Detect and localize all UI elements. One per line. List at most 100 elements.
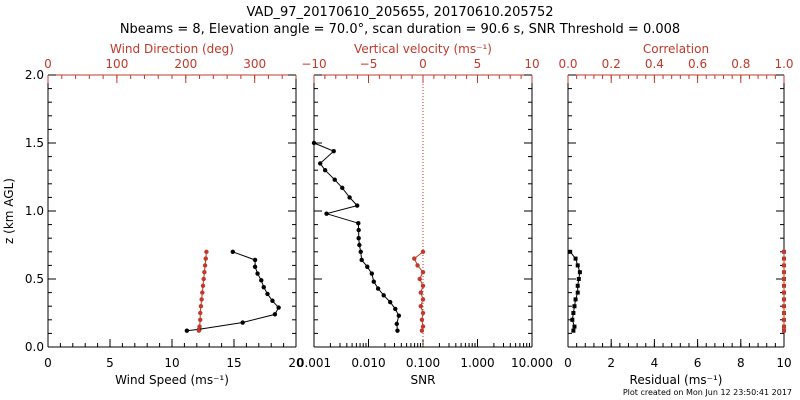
right-x-tick-label: 8 (737, 356, 745, 370)
middle-x-tick-label: 10.000 (511, 356, 553, 370)
right-series-top-point (782, 263, 786, 268)
middle-series-top-point (415, 263, 420, 268)
chart-panels: 0.00.51.01.52.0z (km AGL)0 5 10 15 200 100 200… (2, 42, 794, 387)
right-series-bottom-point (571, 311, 576, 315)
right-series-top-point (782, 304, 786, 309)
middle-x-top-tick-label: 5 (474, 57, 482, 71)
right-series-top-point (782, 311, 786, 315)
right-series-bottom-point (570, 317, 575, 322)
middle-series-top-point (419, 328, 425, 333)
left-series-bottom-point (261, 284, 266, 290)
right-series-bottom-point (575, 263, 580, 268)
y-tick-label: 2.0 (25, 68, 44, 82)
middle-series-top-point (420, 297, 426, 302)
right-series-top-point (782, 317, 786, 322)
left-series-bottom-point (252, 257, 258, 263)
right-series-top-point (782, 249, 786, 254)
left-series-bottom-point (255, 271, 260, 276)
left-x-tick-label: 20 (288, 356, 303, 370)
left-series-top-point (201, 276, 206, 282)
middle-series-bottom-point (331, 148, 336, 154)
right-x-top-tick-label: 0.2 (602, 57, 621, 71)
left-series-bottom-point (240, 320, 245, 325)
right-series-top-point (782, 290, 786, 295)
middle-series-top-point (420, 283, 426, 288)
middle-series-top-point (420, 249, 426, 254)
left-series-top-point (198, 310, 203, 316)
middle-x-axis-label: SNR (411, 373, 436, 387)
left-series-top-point (203, 256, 208, 261)
left-series-top-point (198, 317, 203, 322)
right-x-tick-label: 10 (776, 356, 791, 370)
middle-series-bottom-point (387, 299, 393, 305)
y-axis-label: z (km AGL) (2, 178, 16, 244)
right-x-top-tick-label: 0.4 (645, 57, 664, 71)
left-series-top-point (204, 249, 209, 254)
left-series-top-point (200, 283, 206, 288)
left-x-top-tick-label: 100 (105, 57, 128, 71)
middle-series-bottom-point (340, 185, 345, 191)
right-x-tick-label: 0 (564, 356, 572, 370)
right-series-top-point (782, 270, 786, 275)
middle-series-bottom-point (359, 257, 364, 263)
middle-series-top-point (418, 290, 424, 295)
right-x-top-tick-label: 0.6 (688, 57, 707, 71)
right-x-axis-label: Residual (ms⁻¹) (630, 373, 723, 387)
y-tick-label: 0.5 (25, 272, 44, 286)
right-x-top-tick-label: 1.0 (774, 57, 793, 71)
right-series-bottom-point (575, 283, 580, 288)
middle-series-bottom-point (381, 293, 386, 298)
middle-series-bottom-point (375, 286, 381, 291)
middle-series-bottom-point (354, 203, 360, 208)
plot-footnote: Plot created on Mon Jun 12 23:50:41 2017 (623, 388, 792, 397)
right-series-bottom-point (575, 290, 580, 295)
left-series-bottom-point (230, 249, 235, 254)
left-series-top-point (199, 297, 204, 302)
middle-series-bottom-point (356, 221, 361, 226)
right-x-tick-label: 6 (694, 356, 702, 370)
middle-series-bottom-point (318, 161, 323, 166)
chart-title: VAD_97_20170610_205655, 20170610.205752 (247, 5, 554, 20)
left-series-bottom-point (276, 305, 281, 310)
middle-series-top-point (420, 324, 426, 329)
middle-x-top-axis-label: Vertical velocity (ms⁻¹) (354, 42, 492, 56)
right-x-top-tick-label: 0.8 (731, 57, 750, 71)
middle-series-bottom-point (369, 271, 375, 276)
middle-series-bottom-point (332, 177, 337, 182)
left-x-tick-label: 5 (106, 356, 114, 370)
middle-x-tick-label: 0.001 (297, 356, 331, 370)
middle-series-bottom-point (358, 249, 363, 254)
middle-series-bottom-point (365, 264, 370, 269)
middle-x-tick-label: 0.010 (351, 356, 385, 370)
middle-series-top-point (419, 317, 425, 322)
right-x-top-axis-label: Correlation (643, 42, 709, 56)
middle-series-bottom-point (311, 140, 317, 146)
right-series-bottom-point (568, 249, 573, 254)
left-series-top-point (196, 328, 202, 333)
middle-series-top-point (420, 270, 426, 275)
right-series-top-point (782, 283, 786, 288)
left-x-top-tick-label: 0 (44, 57, 52, 71)
left-x-top-axis-label: Wind Direction (deg) (110, 42, 234, 56)
right-x-top-tick-label: 0.0 (558, 57, 577, 71)
middle-x-top-tick-label: 0 (419, 57, 427, 71)
right-series-top-point (782, 328, 786, 333)
middle-series-top-point (418, 304, 424, 309)
left-series-bottom-point (265, 291, 270, 297)
left-x-top-tick-label: 300 (243, 57, 266, 71)
left-x-tick-label: 0 (44, 356, 52, 370)
left-series-bottom-point (252, 264, 258, 269)
middle-series-top-point (420, 310, 426, 316)
middle-x-tick-label: 1.000 (460, 356, 494, 370)
y-tick-label: 1.0 (25, 204, 44, 218)
left-x-axis-label: Wind Speed (ms⁻¹) (115, 373, 229, 387)
left-series-bottom-point (270, 298, 275, 303)
middle-x-top-tick-label: −10 (301, 57, 326, 71)
right-series-top-point (782, 256, 786, 261)
left-series-top-point (202, 263, 208, 268)
middle-series-bottom-point (347, 195, 352, 200)
middle-series-bottom-point (357, 242, 362, 248)
y-tick-label: 1.5 (25, 136, 44, 150)
right-series-bottom-point (572, 324, 577, 329)
